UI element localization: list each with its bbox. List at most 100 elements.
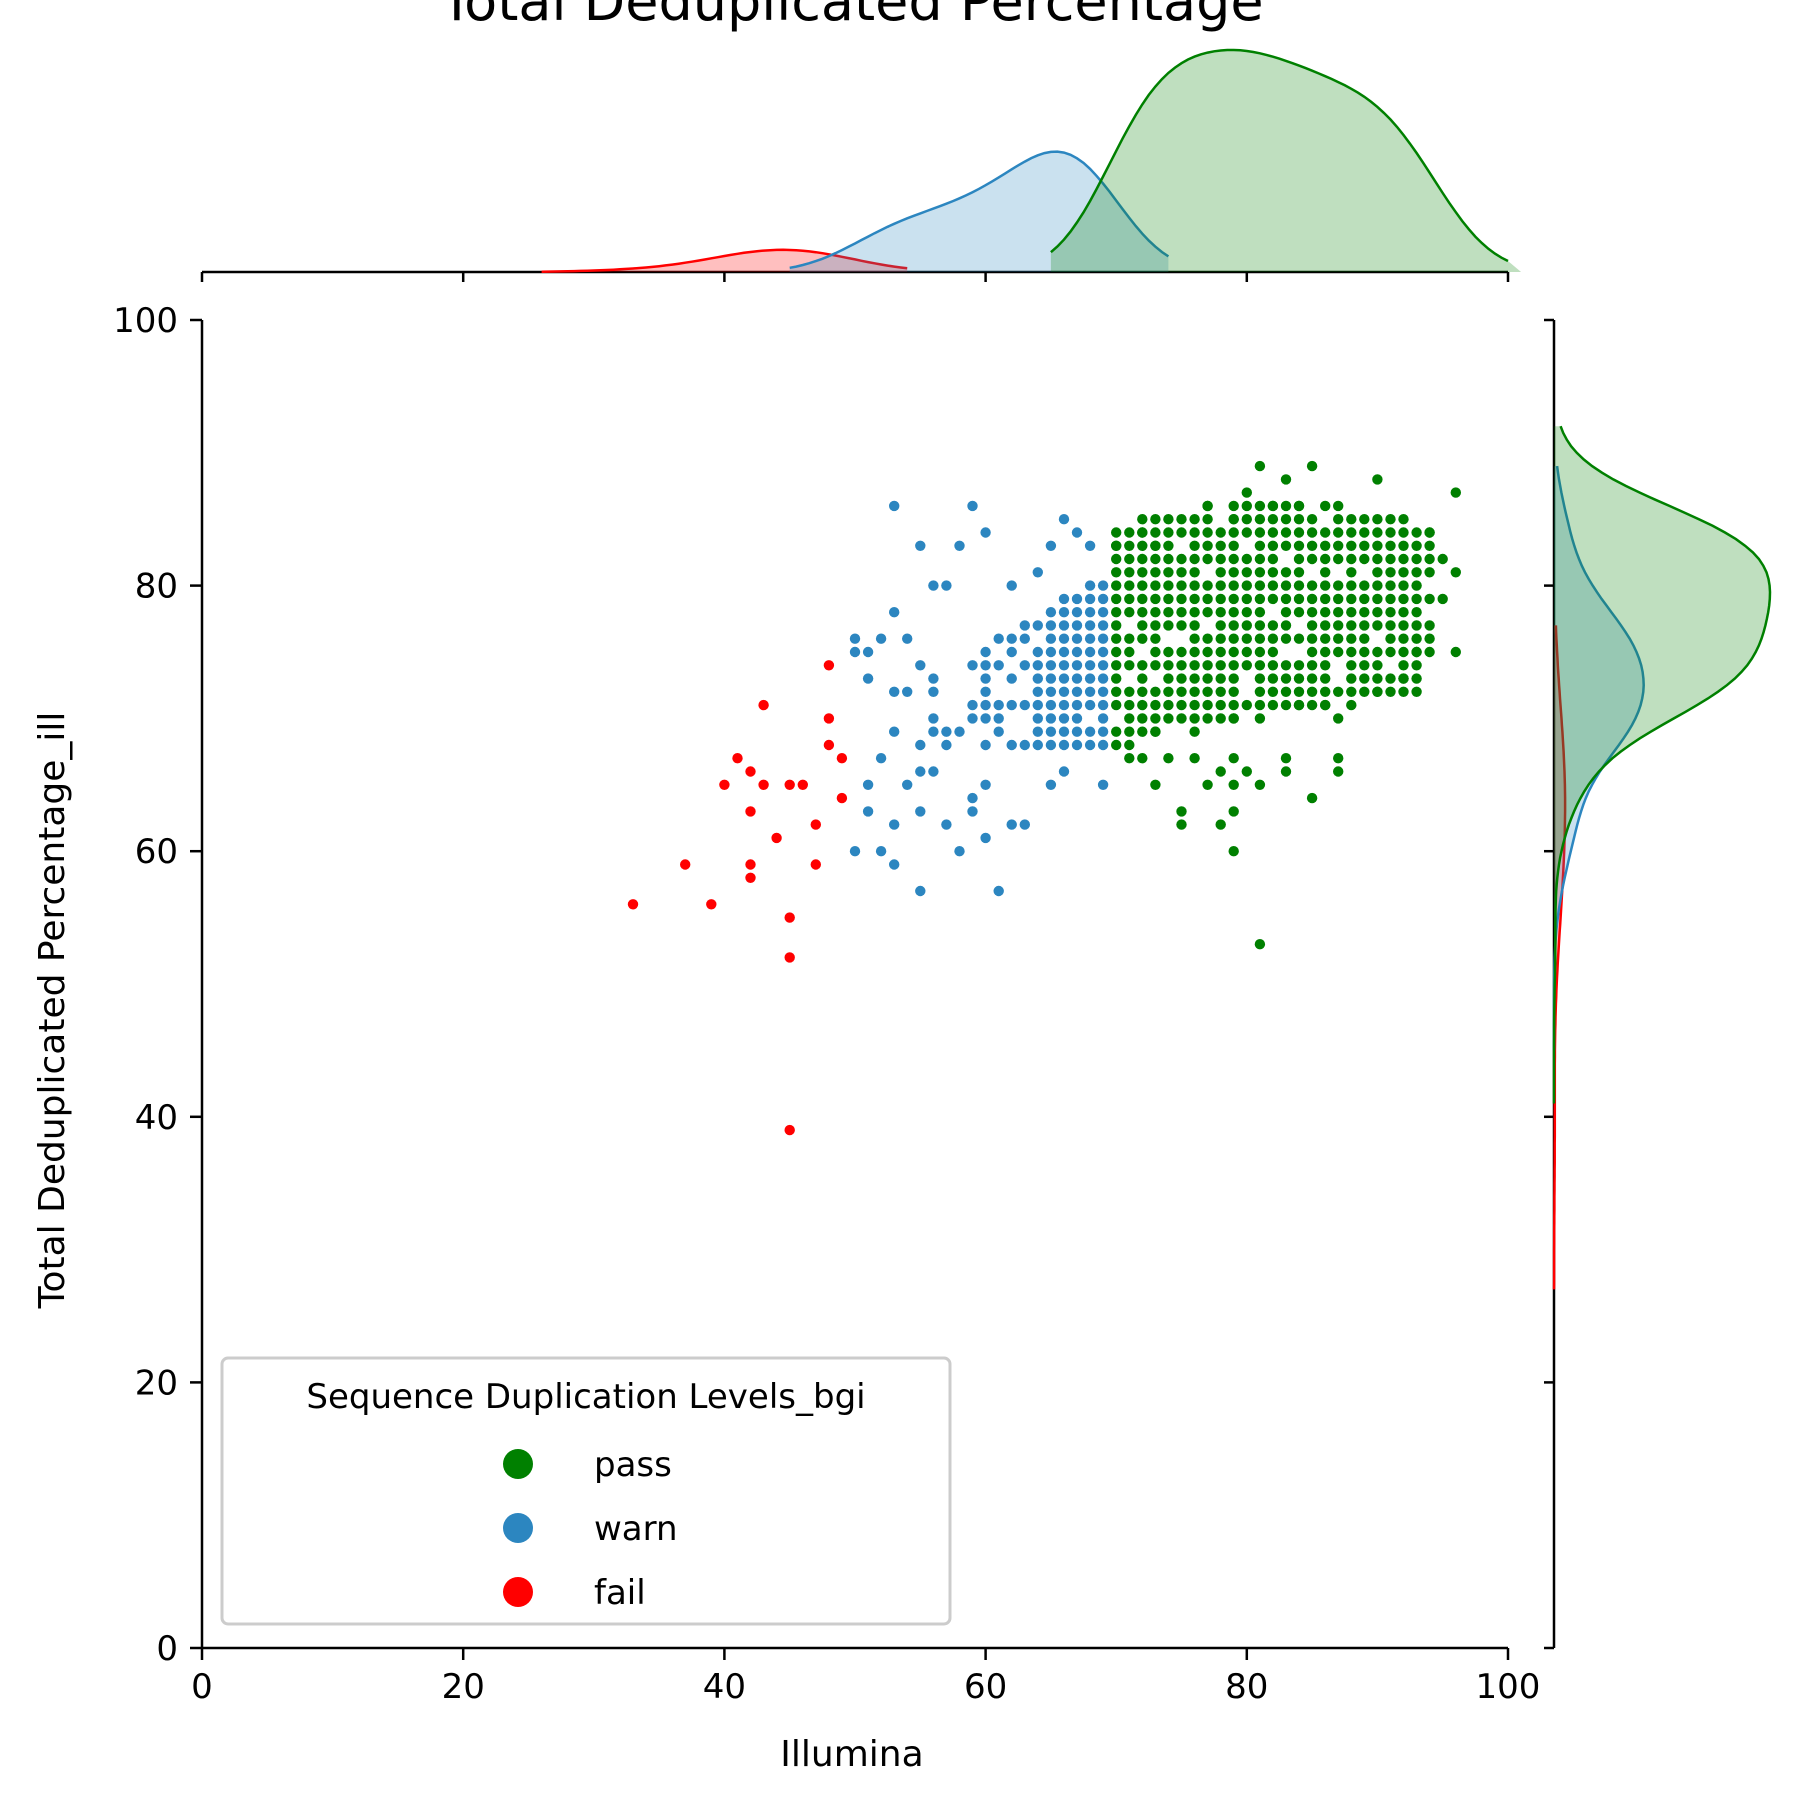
data-point-pass	[1385, 527, 1396, 538]
data-point-pass	[1124, 633, 1135, 644]
data-point-pass	[1215, 766, 1226, 777]
data-point-pass	[1320, 527, 1331, 538]
data-point-warn	[1045, 633, 1057, 644]
data-point-warn	[1097, 726, 1109, 737]
data-point-pass	[1150, 713, 1161, 724]
data-point-pass	[1280, 699, 1292, 711]
data-point-pass	[1346, 514, 1357, 525]
data-point-warn	[1084, 739, 1096, 751]
data-point-pass	[1359, 620, 1370, 631]
data-point-pass	[1111, 607, 1122, 618]
data-point-pass	[1111, 580, 1122, 591]
data-point-pass	[1241, 766, 1253, 777]
data-point-pass	[1267, 540, 1279, 551]
data-point-pass	[1228, 620, 1239, 631]
right-marginal-kde	[1544, 318, 1772, 1650]
data-point-warn	[1071, 686, 1083, 697]
data-point-pass	[1398, 607, 1409, 618]
data-point-pass	[1450, 646, 1462, 658]
data-point-pass	[1189, 553, 1200, 565]
data-point-pass	[1424, 593, 1435, 605]
data-point-warn	[1084, 726, 1096, 737]
data-point-pass	[1280, 660, 1292, 671]
x-axis-ticks: 0 20 40 60 80 100	[191, 1648, 1540, 1707]
data-point-warn	[915, 806, 926, 817]
data-point-pass	[1385, 620, 1396, 631]
data-point-pass	[1411, 567, 1422, 578]
data-point-pass	[1111, 633, 1122, 644]
data-point-warn	[941, 580, 952, 591]
data-point-warn	[1045, 686, 1057, 697]
data-point-pass	[1359, 527, 1370, 538]
data-point-pass	[1176, 620, 1187, 631]
legend-label-pass: pass	[594, 1445, 672, 1485]
data-point-pass	[1424, 540, 1435, 551]
data-point-pass	[1254, 500, 1266, 512]
data-point-warn	[849, 646, 861, 658]
data-point-pass	[1137, 753, 1148, 764]
data-point-pass	[1280, 540, 1292, 551]
data-point-pass	[1411, 540, 1422, 551]
data-point-pass	[1137, 633, 1148, 644]
data-point-pass	[1293, 673, 1305, 684]
data-point-warn	[915, 766, 926, 777]
data-point-fail	[758, 699, 769, 711]
data-point-pass	[1385, 686, 1396, 697]
data-point-pass	[1320, 540, 1331, 551]
data-point-warn	[1084, 646, 1096, 658]
data-point-pass	[1346, 660, 1357, 671]
data-point-pass	[1280, 633, 1292, 644]
data-point-warn	[1032, 713, 1044, 724]
data-point-pass	[1163, 567, 1174, 578]
data-point-pass	[1150, 660, 1161, 671]
data-point-fail	[745, 859, 756, 870]
data-point-warn	[941, 739, 952, 751]
data-point-warn	[980, 686, 991, 697]
data-point-warn	[875, 633, 887, 644]
data-point-warn	[1032, 646, 1044, 658]
data-point-pass	[1202, 660, 1213, 671]
data-point-pass	[1346, 527, 1357, 538]
data-point-pass	[1124, 699, 1135, 711]
data-point-pass	[1372, 474, 1383, 485]
data-point-pass	[1176, 646, 1187, 658]
data-point-warn	[875, 753, 887, 764]
data-point-pass	[1333, 527, 1344, 538]
data-point-warn	[967, 806, 978, 817]
data-point-pass	[1293, 527, 1305, 538]
data-point-pass	[1333, 686, 1344, 697]
data-point-warn	[1097, 686, 1109, 697]
data-point-pass	[1137, 713, 1148, 724]
data-point-fail	[706, 899, 717, 910]
data-point-pass	[1202, 686, 1213, 697]
data-point-pass	[1215, 633, 1226, 644]
data-point-warn	[889, 819, 900, 830]
data-point-pass	[1189, 580, 1200, 591]
data-point-warn	[1084, 633, 1096, 644]
data-point-pass	[1450, 487, 1462, 498]
data-point-pass	[1137, 673, 1148, 684]
data-point-pass	[1228, 514, 1239, 525]
data-point-fail	[680, 859, 691, 870]
data-point-pass	[1359, 646, 1370, 658]
data-point-pass	[1359, 540, 1370, 551]
data-point-pass	[1398, 646, 1409, 658]
data-point-pass	[1306, 686, 1318, 697]
data-point-pass	[1280, 753, 1292, 764]
data-point-warn	[1071, 633, 1083, 644]
data-point-pass	[1202, 713, 1213, 724]
data-point-fail	[627, 899, 639, 910]
data-point-pass	[1254, 939, 1266, 950]
data-point-pass	[1137, 660, 1148, 671]
data-point-pass	[1228, 607, 1239, 618]
data-point-warn	[928, 713, 939, 724]
data-point-pass	[1202, 673, 1213, 684]
data-point-pass	[1189, 527, 1200, 538]
data-point-pass	[1124, 739, 1135, 751]
data-point-warn	[954, 846, 965, 857]
data-point-pass	[1228, 553, 1239, 565]
data-point-warn	[1032, 739, 1044, 751]
data-point-pass	[1306, 553, 1318, 565]
data-point-pass	[1111, 553, 1122, 565]
data-point-pass	[1176, 806, 1187, 817]
